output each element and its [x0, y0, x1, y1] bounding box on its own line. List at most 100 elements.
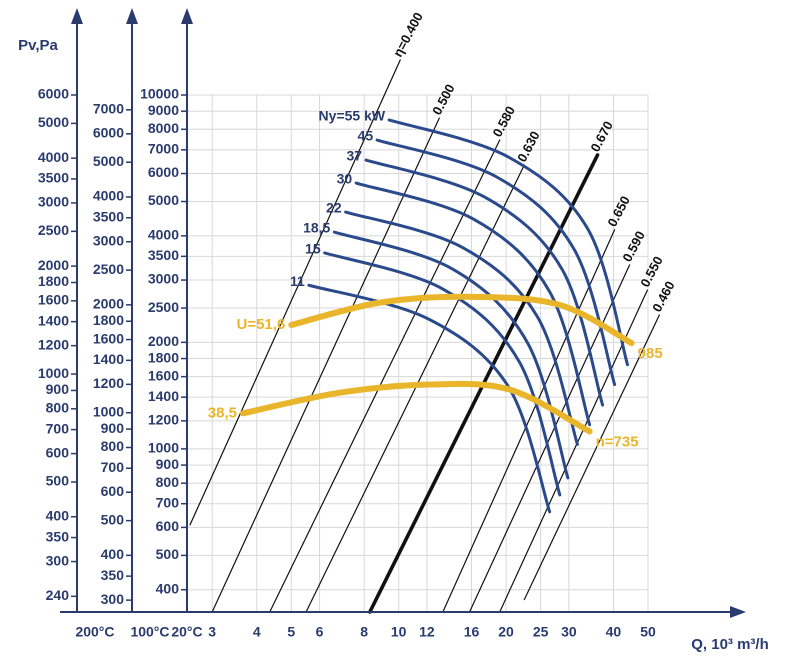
y-tick-label: 8000: [148, 120, 179, 136]
efficiency-label: 0.580: [490, 104, 519, 140]
y-tick-label: 800: [46, 400, 70, 416]
efficiency-line: [499, 289, 648, 613]
efficiency-label: η=0.400: [390, 10, 426, 59]
y-tick-label: 400: [156, 580, 180, 596]
y-tick-label: 3000: [93, 232, 124, 248]
efficiency-line: [468, 264, 631, 613]
y-tick-label: 600: [46, 444, 70, 460]
efficiency-label: 0.630: [514, 129, 543, 165]
power-label: 37: [346, 148, 362, 164]
y-tick-label: 240: [46, 587, 70, 603]
y-tick-label: 300: [101, 591, 125, 607]
x-tick-label: 5: [287, 624, 295, 640]
power-curve: [364, 158, 605, 407]
speed-label: n=735: [596, 433, 639, 450]
efficiency-line: [211, 117, 440, 613]
power-label: 11: [290, 273, 305, 289]
efficiency-label: 0.590: [619, 229, 648, 265]
y-tick-label: 7000: [148, 141, 179, 157]
efficiency-label: 0.460: [649, 279, 678, 315]
curve-layer: [189, 59, 660, 614]
x-tick-label: 50: [640, 624, 656, 640]
power-label: 18,5: [303, 220, 330, 236]
efficiency-label: 0.670: [587, 119, 616, 155]
efficiency-line: [523, 314, 660, 601]
speed-curve: [239, 380, 593, 435]
y-tick-label: 2500: [38, 222, 69, 238]
power-label: 15: [305, 241, 321, 257]
y-tick-label: 2000: [148, 333, 179, 349]
y-tick-label: 700: [46, 420, 70, 436]
y-tick-label: 500: [101, 511, 125, 527]
y-tick-label: 1600: [93, 330, 124, 346]
axis-temperature: 200°C: [75, 624, 114, 640]
y-tick-label: 500: [46, 473, 70, 489]
x-tick-label: 3: [208, 624, 216, 640]
y-tick-label: 300: [46, 552, 70, 568]
y-tick-label: 1800: [38, 273, 69, 289]
x-title: Q, 10³ m³/h: [691, 636, 769, 653]
y-tick-label: 1600: [38, 292, 69, 308]
x-tick-label: 8: [360, 624, 368, 640]
power-label: 22: [326, 200, 342, 216]
power-curve: [307, 283, 552, 514]
efficiency-line: [442, 229, 616, 613]
axis-arrow: [730, 606, 746, 618]
y-tick-label: 1000: [38, 365, 69, 381]
speed-start-label: U=51,6: [237, 316, 286, 333]
x-tick-label: 10: [391, 624, 407, 640]
x-tick-label: 4: [253, 624, 261, 640]
y-tick-label: 900: [156, 456, 180, 472]
x-tick-label: 25: [533, 624, 549, 640]
axis-arrow: [71, 8, 83, 24]
y-tick-label: 6000: [93, 125, 124, 141]
y-tick-label: 6000: [38, 86, 69, 102]
y-tick-label: 10000: [140, 86, 179, 102]
y-tick-label: 4000: [93, 188, 124, 204]
x-tick-label: 30: [561, 624, 577, 640]
y-tick-label: 3000: [38, 194, 69, 210]
y-tick-label: 1600: [148, 367, 179, 383]
y-tick-label: 5000: [93, 153, 124, 169]
y-tick-label: 900: [46, 381, 70, 397]
axis-arrow: [181, 8, 193, 24]
efficiency-label: 0.650: [604, 193, 633, 229]
y-tick-label: 400: [46, 507, 70, 523]
y-tick-label: 2000: [38, 257, 69, 273]
power-label: Ny=55 kW: [319, 108, 386, 124]
y-tick-label: 2500: [148, 299, 179, 315]
y-tick-label: 2000: [93, 296, 124, 312]
grid-layer: [187, 94, 649, 612]
y-tick-label: 4000: [38, 149, 69, 165]
y-tick-label: 1200: [148, 412, 179, 428]
y-tick-label: 5000: [38, 114, 69, 130]
x-tick-label: 20: [498, 624, 514, 640]
axis-arrow: [126, 8, 138, 24]
y-tick-label: 900: [101, 420, 125, 436]
power-label: 30: [337, 171, 353, 187]
x-tick-label: 16: [464, 624, 480, 640]
y-tick-label: 1400: [38, 312, 69, 328]
y-tick-label: 3500: [93, 208, 124, 224]
y-tick-label: 3500: [148, 247, 179, 263]
y-tick-label: 6000: [148, 164, 179, 180]
y-tick-label: 9000: [148, 102, 179, 118]
power-curve: [354, 181, 592, 427]
y-tick-label: 1400: [148, 388, 179, 404]
power-curve: [387, 118, 629, 367]
x-tick-label: 6: [316, 624, 324, 640]
y-tick-label: 500: [156, 546, 180, 562]
y-tick-label: 600: [101, 483, 125, 499]
y-tick-label: 350: [46, 528, 70, 544]
y-tick-label: 1800: [148, 349, 179, 365]
y-tick-label: 1400: [93, 351, 124, 367]
y-tick-label: 2500: [93, 261, 124, 277]
y-tick-label: 800: [156, 474, 180, 490]
y-tick-label: 1000: [148, 440, 179, 456]
speed-label: 985: [638, 345, 663, 362]
y-tick-label: 400: [101, 546, 125, 562]
speed-start-label: 38,5: [208, 404, 237, 421]
x-tick-label: 40: [606, 624, 622, 640]
power-label: 45: [358, 128, 374, 144]
